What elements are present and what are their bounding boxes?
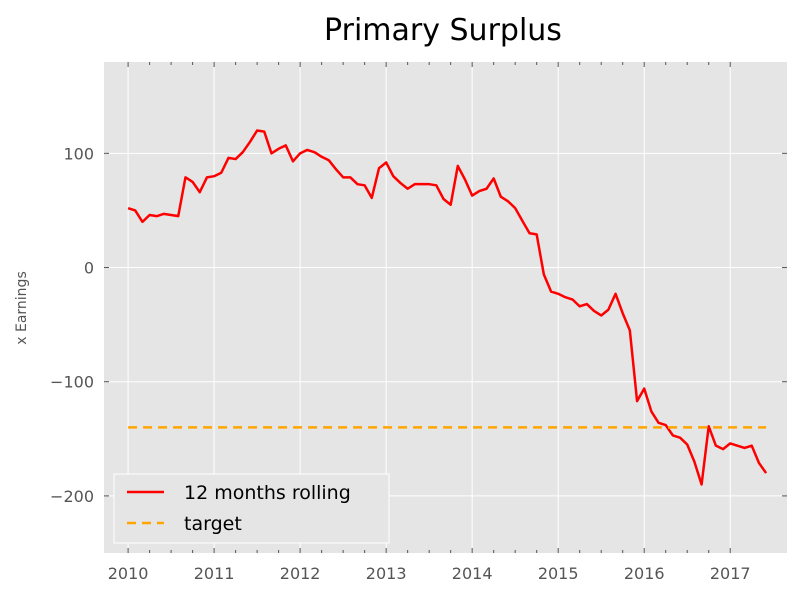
x-tick-label: 2014 — [452, 564, 493, 583]
x-tick-label: 2013 — [366, 564, 407, 583]
y-tick-labels: −200 −100 0 100 — [50, 144, 94, 506]
tick-marks — [104, 62, 787, 553]
y-tick-label: −100 — [50, 373, 94, 392]
x-tick-labels: 2010 2011 2012 2013 2014 2015 2016 2017 — [108, 564, 751, 583]
legend: 12 months rolling target — [113, 473, 390, 544]
chart-title: Primary Surplus — [324, 13, 562, 48]
x-tick-label: 2016 — [624, 564, 665, 583]
x-tick-label: 2012 — [280, 564, 321, 583]
y-tick-label: −200 — [50, 487, 94, 506]
series-line-12-months-rolling — [127, 129, 768, 486]
x-tick-label: 2015 — [538, 564, 579, 583]
legend-box — [113, 473, 390, 544]
x-tick-label: 2010 — [108, 564, 149, 583]
y-tick-label: 100 — [63, 144, 94, 163]
y-tick-label: 0 — [84, 259, 94, 278]
legend-label-target: target — [184, 513, 242, 535]
series-layer — [127, 129, 768, 486]
x-tick-label: 2011 — [194, 564, 235, 583]
y-axis-label: x Earnings — [14, 271, 30, 345]
legend-label-12-months-rolling: 12 months rolling — [184, 482, 351, 504]
x-tick-label: 2017 — [710, 564, 751, 583]
plot-area — [104, 62, 787, 553]
